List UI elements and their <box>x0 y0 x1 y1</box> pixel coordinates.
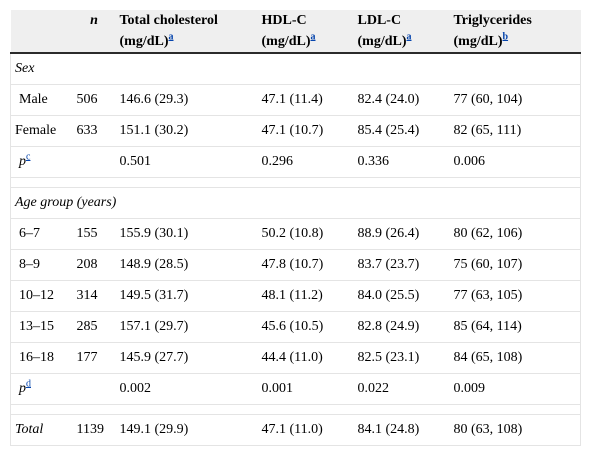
row-label: Female <box>10 115 73 147</box>
p-symbol: p <box>19 154 26 169</box>
section-title-sex: Sex <box>10 53 581 85</box>
cell-triglycerides: 75 (60, 107) <box>449 249 581 281</box>
cell-ldl: 84.0 (25.5) <box>353 280 450 312</box>
cell-n: 1139 <box>72 414 116 446</box>
row-label: Total <box>10 414 73 446</box>
cell-hdl: 48.1 (11.2) <box>257 280 354 312</box>
row-label: 8–9 <box>10 249 73 281</box>
cell-ldl: 0.336 <box>353 146 450 178</box>
cell-n: 155 <box>72 218 116 250</box>
cell-hdl: 47.1 (10.7) <box>257 115 354 147</box>
cell-n: 633 <box>72 115 116 147</box>
table-row: 10–12 314 149.5 (31.7) 48.1 (11.2) 84.0 … <box>10 280 581 312</box>
cell-hdl: 0.296 <box>257 146 354 178</box>
row-label: Male <box>10 84 73 116</box>
cell-triglycerides: 82 (65, 111) <box>449 115 581 147</box>
table-row: 6–7 155 155.9 (30.1) 50.2 (10.8) 88.9 (2… <box>10 218 581 250</box>
cell-triglycerides: 80 (63, 108) <box>449 414 581 446</box>
header-row: n Total cholesterol (mg/dL)a HDL-C (mg/d… <box>10 10 581 54</box>
cell-n: 506 <box>72 84 116 116</box>
header-hdl-text: HDL-C (mg/dL) <box>261 13 311 49</box>
cell-triglycerides: 77 (63, 105) <box>449 280 581 312</box>
header-label <box>10 10 73 54</box>
cell-hdl: 50.2 (10.8) <box>257 218 354 250</box>
cell-ldl: 82.5 (23.1) <box>353 342 450 374</box>
cell-hdl: 47.8 (10.7) <box>257 249 354 281</box>
footnote-link-a[interactable]: a <box>310 31 316 43</box>
spacer-cell <box>10 177 581 188</box>
cell-hdl: 47.1 (11.4) <box>257 84 354 116</box>
cell-total-cholesterol: 146.6 (29.3) <box>115 84 258 116</box>
cell-total-cholesterol: 151.1 (30.2) <box>115 115 258 147</box>
cell-triglycerides: 77 (60, 104) <box>449 84 581 116</box>
cell-total-cholesterol: 145.9 (27.7) <box>115 342 258 374</box>
spacer-cell <box>10 404 581 415</box>
cell-triglycerides: 0.006 <box>449 146 581 178</box>
cell-n <box>72 146 116 178</box>
cell-total-cholesterol: 155.9 (30.1) <box>115 218 258 250</box>
spacer-row <box>10 404 581 415</box>
cell-total-cholesterol: 149.5 (31.7) <box>115 280 258 312</box>
footnote-link-a[interactable]: a <box>168 31 174 43</box>
footnote-link-c[interactable]: c <box>26 151 31 163</box>
cell-hdl: 47.1 (11.0) <box>257 414 354 446</box>
row-label: 13–15 <box>10 311 73 343</box>
cell-total-cholesterol: 157.1 (29.7) <box>115 311 258 343</box>
p-value-row-sex: pc 0.501 0.296 0.336 0.006 <box>10 146 581 178</box>
cell-total-cholesterol: 149.1 (29.9) <box>115 414 258 446</box>
cell-n: 208 <box>72 249 116 281</box>
header-ldl: LDL-C (mg/dL)a <box>353 10 450 54</box>
cell-ldl: 83.7 (23.7) <box>353 249 450 281</box>
cell-n: 314 <box>72 280 116 312</box>
lipid-table: n Total cholesterol (mg/dL)a HDL-C (mg/d… <box>10 10 581 446</box>
cell-hdl: 45.6 (10.5) <box>257 311 354 343</box>
cell-hdl: 44.4 (11.0) <box>257 342 354 374</box>
cell-n: 285 <box>72 311 116 343</box>
cell-total-cholesterol: 148.9 (28.5) <box>115 249 258 281</box>
p-label: pc <box>10 146 73 178</box>
total-row: Total 1139 149.1 (29.9) 47.1 (11.0) 84.1… <box>10 414 581 446</box>
table-row: 8–9 208 148.9 (28.5) 47.8 (10.7) 83.7 (2… <box>10 249 581 281</box>
cell-n: 177 <box>72 342 116 374</box>
cell-ldl: 0.022 <box>353 373 450 405</box>
table-row: Female 633 151.1 (30.2) 47.1 (10.7) 85.4… <box>10 115 581 147</box>
cell-total-cholesterol: 0.501 <box>115 146 258 178</box>
table-row: 16–18 177 145.9 (27.7) 44.4 (11.0) 82.5 … <box>10 342 581 374</box>
row-label: 6–7 <box>10 218 73 250</box>
p-value-row-age: pd 0.002 0.001 0.022 0.009 <box>10 373 581 405</box>
row-label: 16–18 <box>10 342 73 374</box>
footnote-link-d[interactable]: d <box>26 378 31 390</box>
cell-ldl: 82.4 (24.0) <box>353 84 450 116</box>
section-title-age: Age group (years) <box>10 187 581 219</box>
header-triglycerides: Triglycerides (mg/dL)b <box>449 10 581 54</box>
cell-ldl: 82.8 (24.9) <box>353 311 450 343</box>
cell-triglycerides: 85 (64, 114) <box>449 311 581 343</box>
cell-n <box>72 373 116 405</box>
header-total-cholesterol-text: Total cholesterol (mg/dL) <box>119 13 218 49</box>
footnote-link-b[interactable]: b <box>502 31 509 43</box>
p-label: pd <box>10 373 73 405</box>
header-total-cholesterol: Total cholesterol (mg/dL)a <box>115 10 258 54</box>
header-n: n <box>72 10 116 54</box>
cell-total-cholesterol: 0.002 <box>115 373 258 405</box>
section-row-age: Age group (years) <box>10 187 581 219</box>
table-row: Male 506 146.6 (29.3) 47.1 (11.4) 82.4 (… <box>10 84 581 116</box>
section-row-sex: Sex <box>10 53 581 85</box>
footnote-link-a[interactable]: a <box>406 31 412 43</box>
header-hdl: HDL-C (mg/dL)a <box>257 10 354 54</box>
cell-ldl: 84.1 (24.8) <box>353 414 450 446</box>
cell-triglycerides: 84 (65, 108) <box>449 342 581 374</box>
table-row: 13–15 285 157.1 (29.7) 45.6 (10.5) 82.8 … <box>10 311 581 343</box>
header-triglycerides-text: Triglycerides (mg/dL) <box>453 13 532 49</box>
header-ldl-text: LDL-C (mg/dL) <box>357 13 407 49</box>
cell-triglycerides: 80 (62, 106) <box>449 218 581 250</box>
cell-hdl: 0.001 <box>257 373 354 405</box>
cell-ldl: 85.4 (25.4) <box>353 115 450 147</box>
row-label: 10–12 <box>10 280 73 312</box>
p-symbol: p <box>19 381 26 396</box>
cell-triglycerides: 0.009 <box>449 373 581 405</box>
spacer-row <box>10 177 581 188</box>
cell-ldl: 88.9 (26.4) <box>353 218 450 250</box>
